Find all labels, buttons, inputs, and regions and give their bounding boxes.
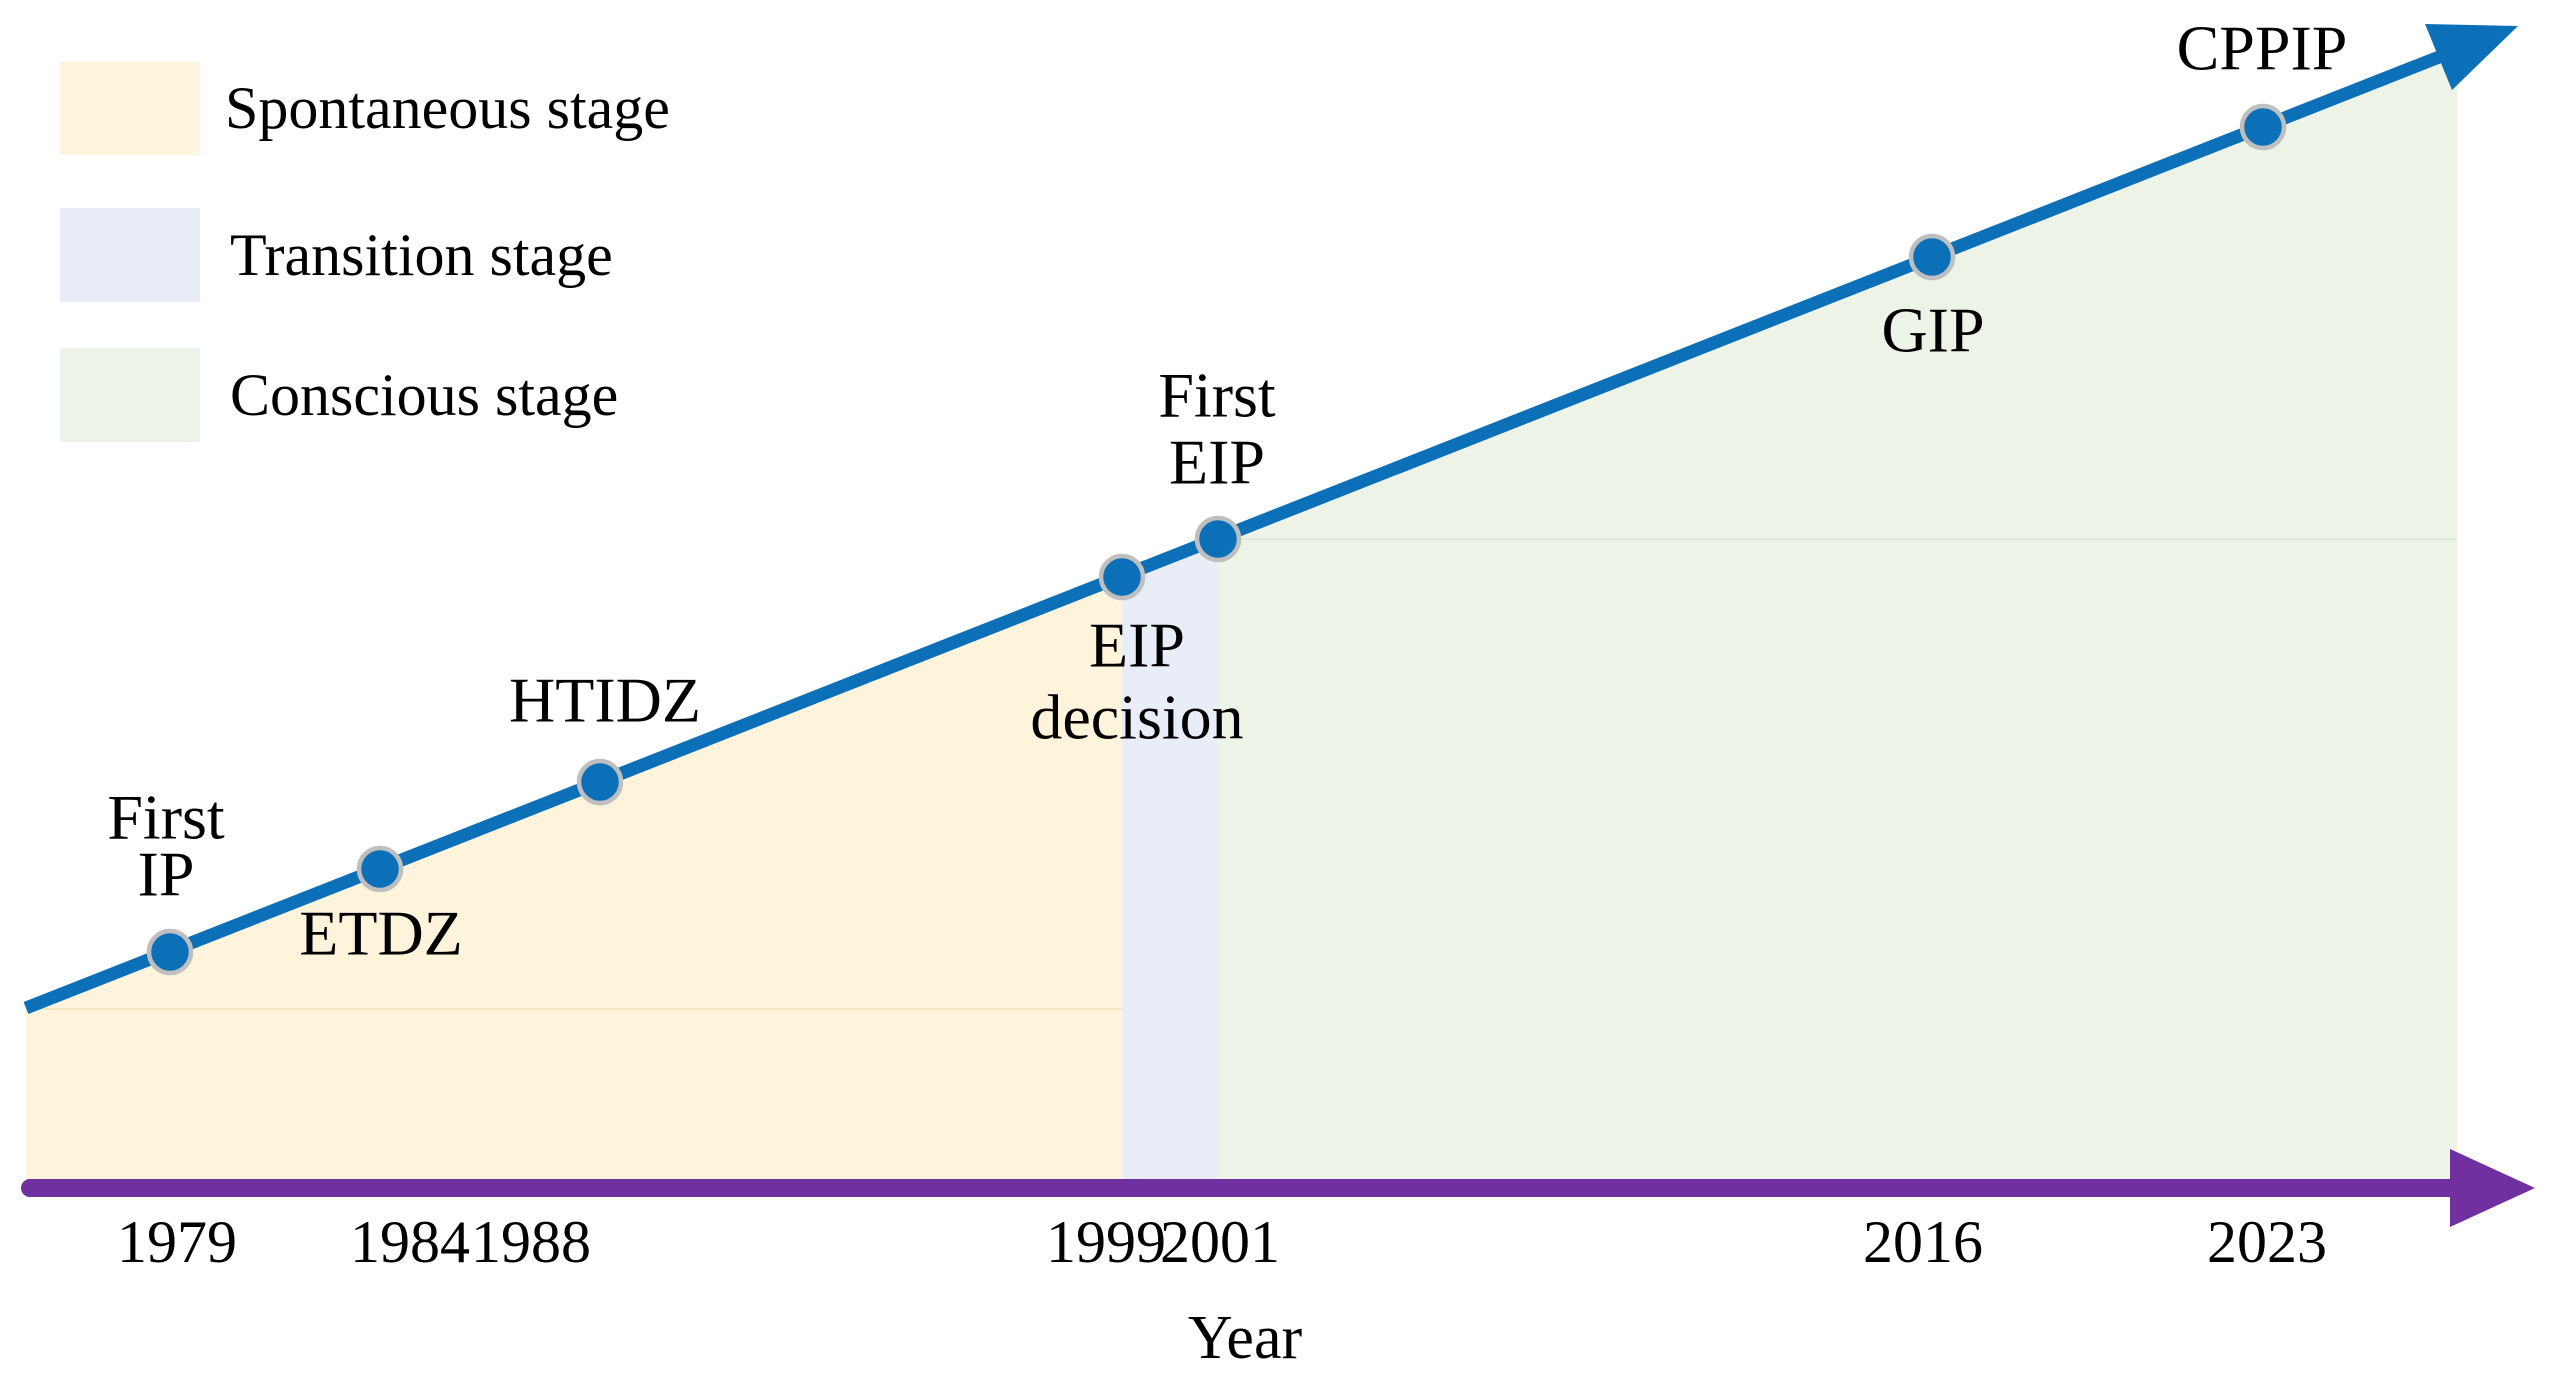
transition-stage-region bbox=[1122, 539, 1218, 1179]
label-eip-decision-line1: EIP bbox=[1089, 610, 1185, 681]
tick-1999: 1999 bbox=[1046, 1209, 1166, 1275]
x-axis-arrowhead-icon bbox=[2450, 1149, 2535, 1227]
trend-line bbox=[23, 41, 2465, 1015]
legend-swatch-spontaneous bbox=[60, 62, 200, 155]
legend-label-spontaneous: Spontaneous stage bbox=[225, 75, 670, 141]
x-axis-tick-labels: 1979 1984 1988 1999 2001 2016 2023 bbox=[117, 1209, 2327, 1275]
label-first-ip-line1: First bbox=[107, 782, 225, 853]
label-gip: GIP bbox=[1881, 295, 1984, 366]
data-point-1979-first-ip bbox=[146, 928, 194, 976]
data-point-2001-first-eip bbox=[1194, 515, 1242, 563]
x-axis-title: Year bbox=[1188, 1304, 1303, 1372]
data-point-1999-eip-decision bbox=[1098, 553, 1146, 601]
label-first-ip-line2: IP bbox=[138, 839, 195, 910]
label-htidz: HTIDZ bbox=[509, 665, 701, 736]
legend: Spontaneous stage Transition stage Consc… bbox=[60, 62, 670, 442]
legend-swatch-conscious bbox=[60, 348, 200, 442]
label-eip-decision-line2: decision bbox=[1030, 682, 1243, 753]
legend-swatch-transition bbox=[60, 208, 200, 302]
tick-2001: 2001 bbox=[1160, 1209, 1280, 1275]
tick-1979: 1979 bbox=[117, 1209, 237, 1275]
label-first-eip-line1: First bbox=[1158, 360, 1276, 431]
milestone-labels: First IP ETDZ HTIDZ EIP decision First E… bbox=[107, 13, 2347, 969]
label-cppip: CPPIP bbox=[2177, 13, 2348, 84]
tick-2016: 2016 bbox=[1863, 1209, 1983, 1275]
tick-1984: 1984 bbox=[350, 1209, 470, 1275]
label-etdz: ETDZ bbox=[299, 898, 463, 969]
spontaneous-stage-region bbox=[26, 577, 1122, 1179]
trend-arrowhead-icon bbox=[2425, 24, 2518, 90]
legend-label-transition: Transition stage bbox=[230, 222, 613, 288]
tick-2023: 2023 bbox=[2207, 1209, 2327, 1275]
conscious-stage-region bbox=[1218, 50, 2457, 1179]
legend-label-conscious: Conscious stage bbox=[230, 362, 618, 428]
data-point-1984-etdz bbox=[356, 845, 404, 893]
data-point-2016-gip bbox=[1908, 233, 1956, 281]
data-point-1988-htidz bbox=[576, 758, 624, 806]
label-first-eip-line2: EIP bbox=[1169, 427, 1265, 498]
data-point-2023-cppip bbox=[2239, 103, 2287, 151]
tick-1988: 1988 bbox=[471, 1209, 591, 1275]
